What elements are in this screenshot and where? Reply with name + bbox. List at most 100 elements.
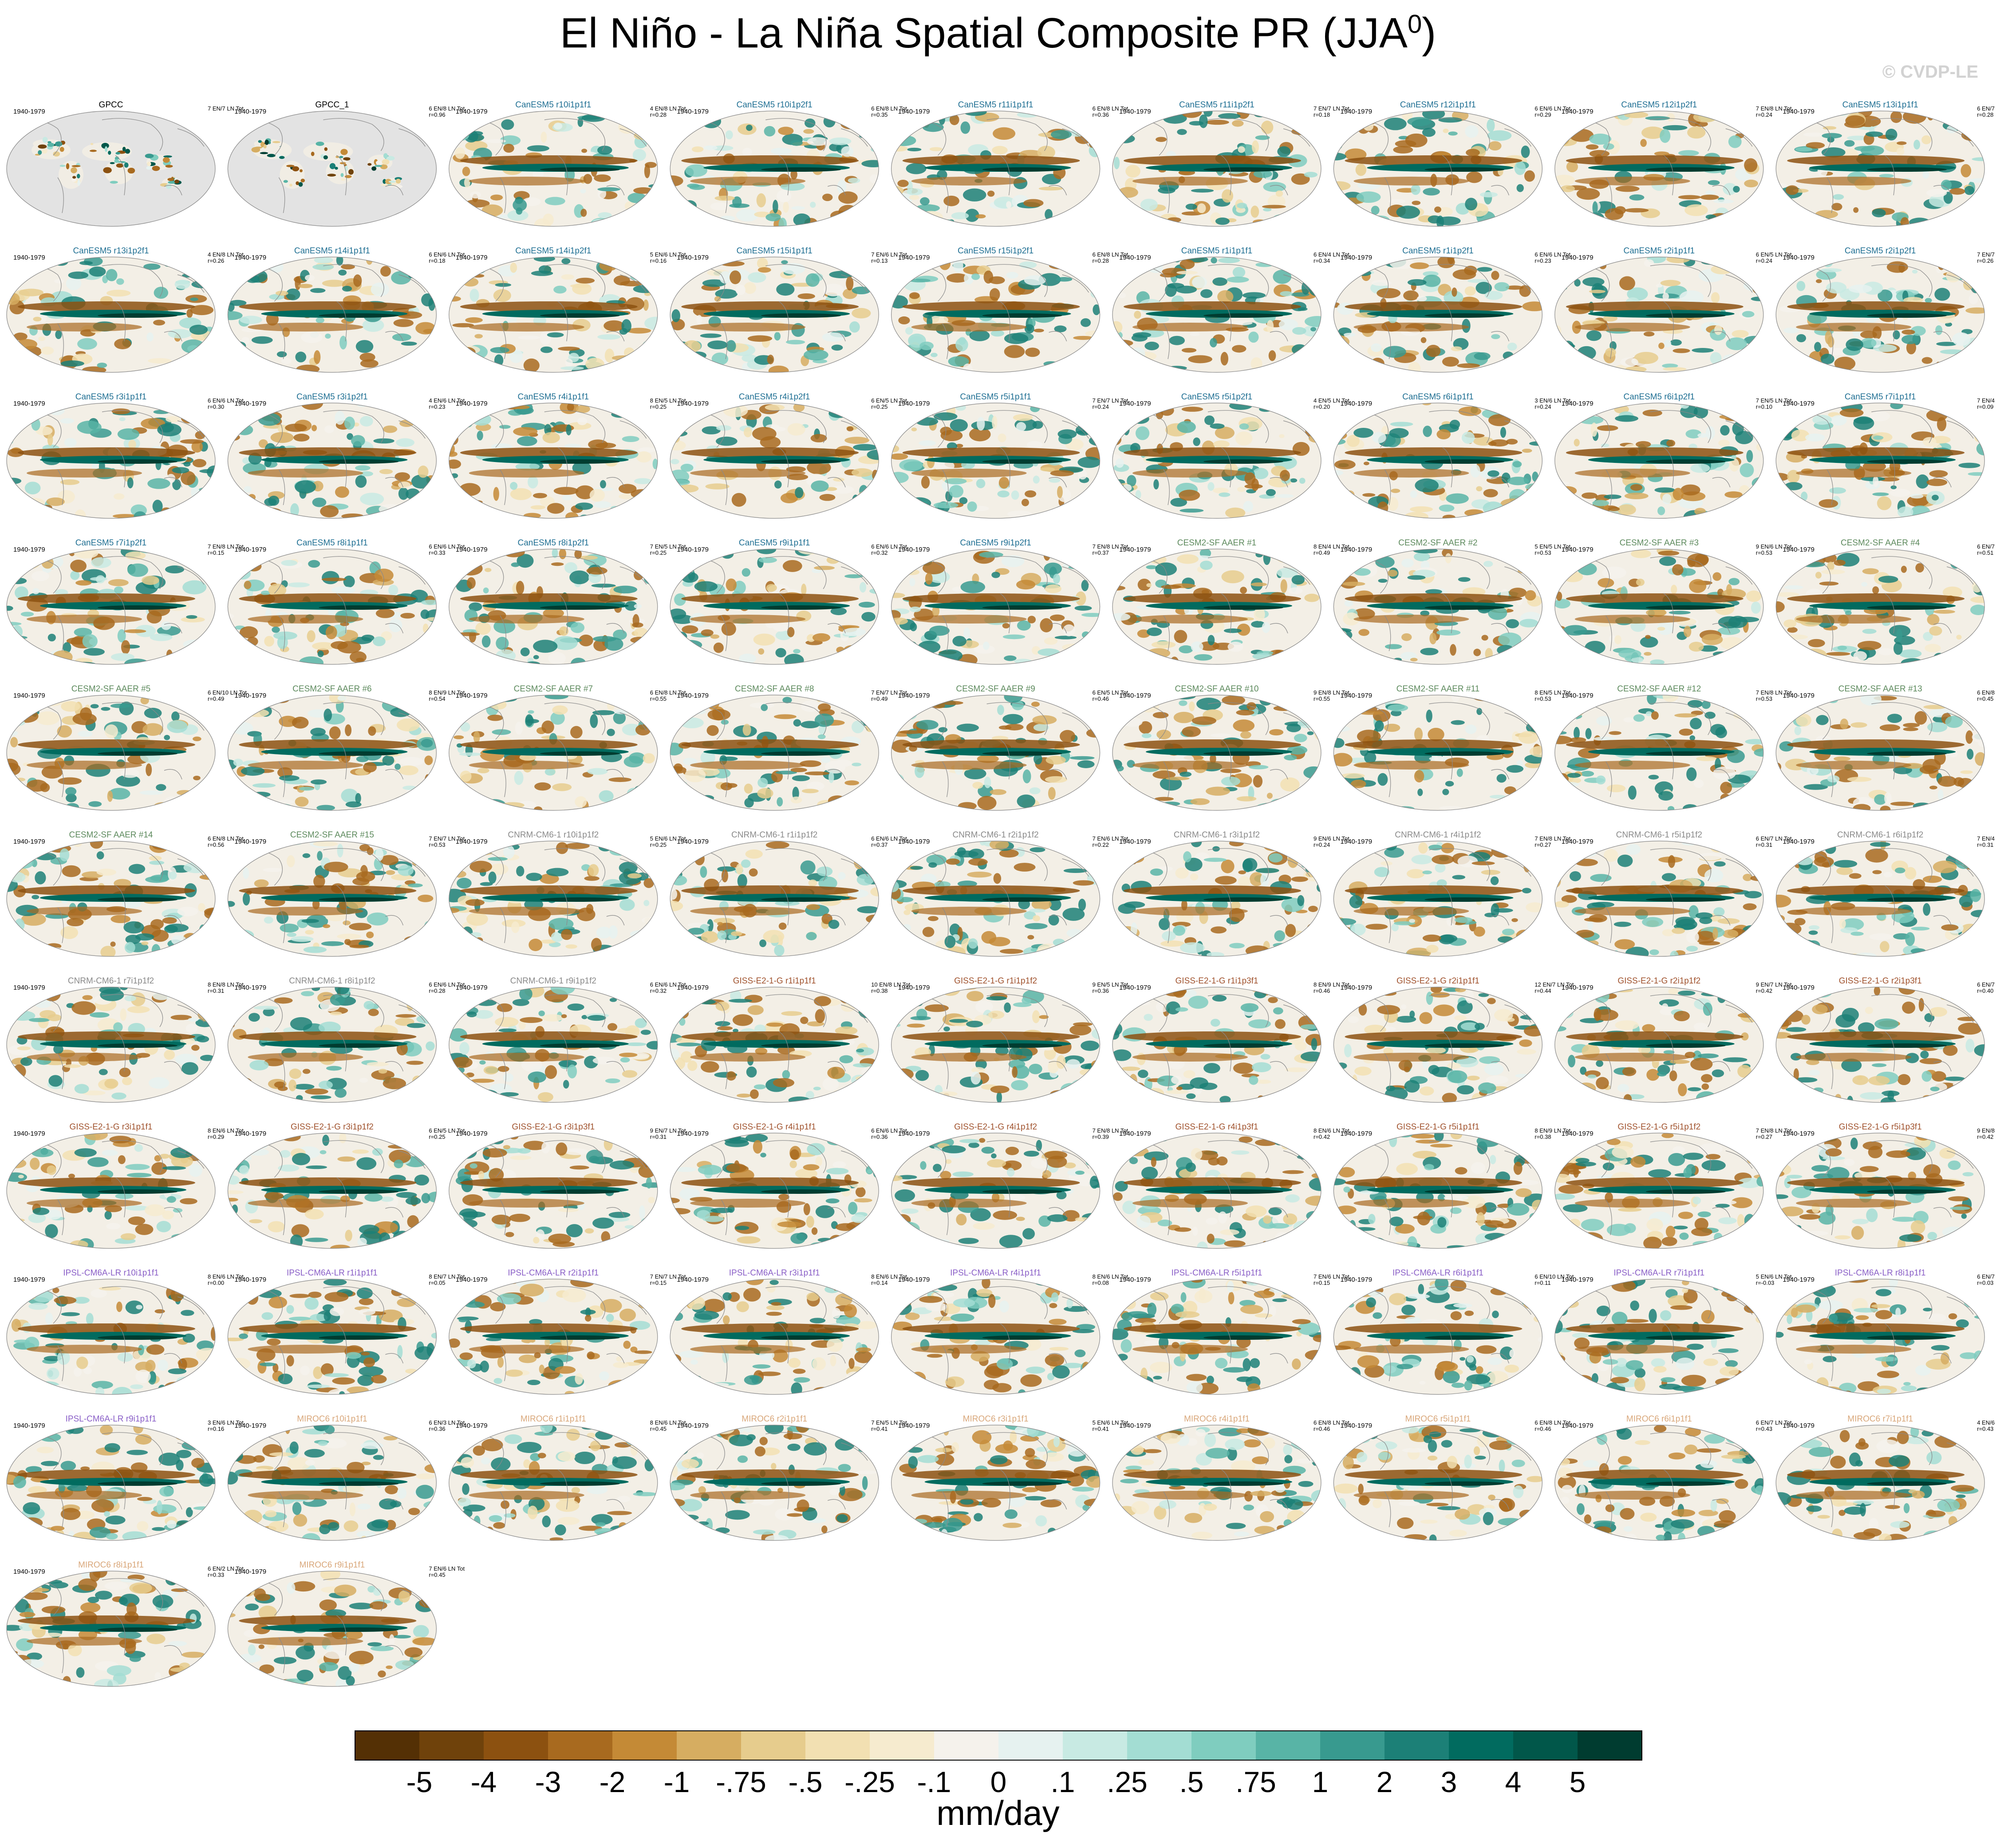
anomaly-cell xyxy=(329,163,336,170)
anomaly-cell xyxy=(276,799,294,805)
anomaly-cell xyxy=(394,185,403,188)
wet-core xyxy=(1645,459,1726,464)
coastline xyxy=(721,177,728,213)
anomaly-cell xyxy=(1971,420,1985,427)
coastline xyxy=(1605,323,1612,359)
anomaly-cell xyxy=(1968,472,1985,476)
panel-correlation: r=0.26 xyxy=(208,257,224,264)
dry-band xyxy=(902,447,1080,458)
anomaly-cell xyxy=(1554,731,1567,735)
anomaly-cell xyxy=(962,363,973,372)
anomaly-cell xyxy=(975,214,986,219)
anomaly-cell xyxy=(161,621,171,630)
anomaly-cell xyxy=(828,795,847,806)
anomaly-cell xyxy=(1941,179,1952,190)
anomaly-cell xyxy=(1413,549,1438,553)
anomaly-cell xyxy=(449,434,458,445)
anomaly-cell xyxy=(395,178,401,184)
anomaly-cell xyxy=(1314,727,1321,741)
coastline xyxy=(57,177,64,213)
anomaly-cell xyxy=(902,641,917,649)
panel-title: CESM2-SF AAER #10 xyxy=(1175,684,1258,694)
anomaly-cell xyxy=(1444,367,1463,371)
coastline xyxy=(1933,331,1952,342)
anomaly-cell xyxy=(402,257,424,269)
coastline xyxy=(102,264,163,297)
anomaly-cell xyxy=(1887,714,1902,723)
anomaly-cell xyxy=(643,753,655,764)
anomaly-cell xyxy=(124,162,129,168)
panel-correlation: r=0.16 xyxy=(650,257,667,264)
anomaly-cell xyxy=(1307,574,1315,585)
anomaly-cell xyxy=(1609,731,1621,735)
anomaly-cell xyxy=(1956,218,1978,226)
anomaly-cell xyxy=(1254,803,1275,810)
anomaly-cell xyxy=(388,584,398,596)
anomaly-cell xyxy=(1428,215,1441,224)
anomaly-cell xyxy=(1085,655,1098,660)
anomaly-cell xyxy=(1566,704,1585,717)
anomaly-cell xyxy=(1951,221,1967,226)
anomaly-cell xyxy=(1255,135,1270,140)
anomaly-cell xyxy=(1949,188,1965,195)
anomaly-cell xyxy=(1910,494,1924,499)
anomaly-cell xyxy=(394,472,410,481)
panel-title: CESM2-SF AAER #11 xyxy=(1396,684,1480,694)
anomaly-cell xyxy=(1284,409,1304,421)
anomaly-cell xyxy=(1049,262,1071,269)
panel-title: CanESM5 r14i1p1f1 xyxy=(294,246,370,256)
anomaly-cell xyxy=(1657,627,1665,631)
dry-band xyxy=(690,323,806,332)
anomaly-cell xyxy=(1024,324,1034,334)
anomaly-cell xyxy=(1714,258,1739,268)
anomaly-cell xyxy=(276,351,287,358)
anomaly-cell xyxy=(371,282,390,296)
anomaly-cell xyxy=(1090,290,1100,298)
anomaly-cell xyxy=(1890,403,1903,409)
anomaly-cell xyxy=(891,135,916,146)
panel-correlation: r=0.28 xyxy=(1977,111,1993,118)
anomaly-cell xyxy=(14,347,21,359)
anomaly-cell xyxy=(952,636,966,647)
anomaly-cell xyxy=(757,257,768,269)
anomaly-cell xyxy=(413,361,427,365)
anomaly-cell xyxy=(533,640,558,653)
anomaly-cell xyxy=(1112,201,1132,211)
anomaly-cell xyxy=(1045,209,1053,220)
anomaly-cell xyxy=(1521,268,1533,280)
panel-period: 1940-1979 xyxy=(898,546,930,553)
anomaly-cell xyxy=(60,479,80,485)
anomaly-cell xyxy=(1002,634,1026,640)
anomaly-cell xyxy=(388,181,396,183)
anomaly-cell xyxy=(861,612,876,622)
anomaly-cell xyxy=(228,708,241,717)
panel-title: CanESM5 r6i1p2f1 xyxy=(1624,392,1695,402)
anomaly-cell xyxy=(744,783,753,794)
anomaly-cell xyxy=(314,257,333,264)
map-border xyxy=(6,403,216,519)
anomaly-cell xyxy=(1554,210,1563,225)
anomaly-cell xyxy=(891,708,902,719)
anomaly-cell xyxy=(1689,579,1707,593)
dry-band xyxy=(911,323,1027,332)
anomaly-cell xyxy=(906,163,927,174)
anomaly-cell xyxy=(1932,510,1948,518)
anomaly-cell xyxy=(1963,796,1979,802)
anomaly-cell xyxy=(198,487,215,493)
coastline xyxy=(778,301,789,342)
anomaly-cell xyxy=(1115,458,1124,468)
anomaly-cell xyxy=(493,695,517,702)
map-border xyxy=(227,111,437,227)
anomaly-cell xyxy=(462,500,483,505)
anomaly-cell xyxy=(1074,605,1092,611)
anomaly-cell xyxy=(1974,493,1985,504)
anomaly-cell xyxy=(1690,463,1710,473)
anomaly-cell xyxy=(1361,365,1374,372)
coastline xyxy=(1650,410,1712,443)
anomaly-cell xyxy=(1529,746,1542,758)
anomaly-cell xyxy=(1026,441,1043,449)
anomaly-cell xyxy=(1162,802,1180,806)
anomaly-cell xyxy=(1910,326,1926,336)
anomaly-cell xyxy=(1151,641,1176,648)
